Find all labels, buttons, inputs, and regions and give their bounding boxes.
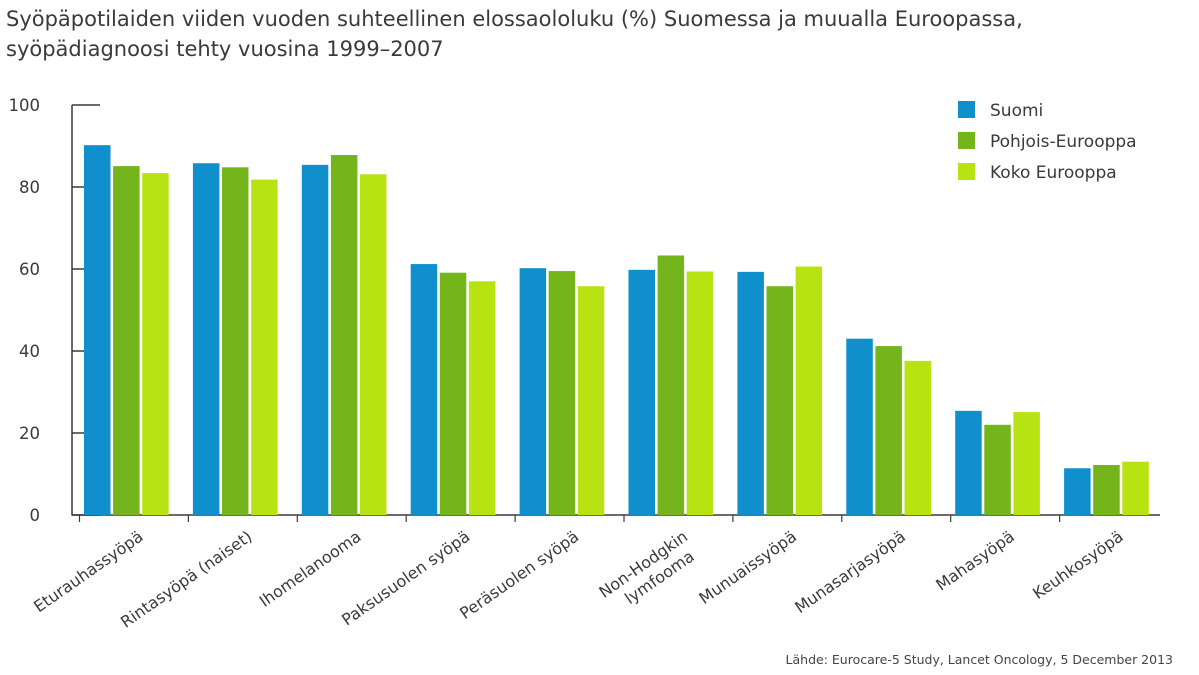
bar	[468, 281, 496, 515]
bar	[251, 179, 278, 515]
bar	[1093, 464, 1120, 515]
y-tick-label: 80	[19, 178, 40, 197]
y-tick-label: 40	[19, 342, 40, 361]
chart-title-line-1: Syöpäpotilaiden viiden vuoden suhteellin…	[6, 7, 1023, 31]
bar	[301, 164, 329, 516]
bar	[548, 271, 576, 515]
legend-label: Pohjois-Eurooppa	[990, 132, 1137, 152]
bar	[737, 271, 764, 515]
x-tick-label: Ihomelanooma	[256, 527, 365, 611]
y-tick-label: 0	[30, 506, 41, 525]
bar	[795, 266, 823, 515]
legend-swatch	[958, 163, 975, 180]
x-tick-label: Keuhkosyöpä	[1029, 527, 1127, 603]
bar	[439, 272, 467, 515]
x-tick-label-line: Munuaissyöpä	[695, 527, 800, 608]
bar	[657, 255, 685, 515]
x-tick-label: Non-Hodgkinlymfooma	[595, 527, 702, 618]
bar	[577, 286, 605, 515]
legend-swatch	[958, 101, 975, 118]
y-tick-label: 20	[19, 424, 40, 443]
legend-swatch	[958, 132, 975, 149]
bar	[766, 286, 793, 515]
y-tick-label: 60	[19, 260, 40, 279]
bar	[192, 163, 220, 515]
bar	[84, 145, 111, 515]
bar	[1013, 412, 1040, 515]
bar	[410, 264, 438, 515]
bar	[113, 166, 140, 515]
bar	[519, 268, 547, 515]
x-tick-label-line: Mahasyöpä	[932, 527, 1018, 595]
y-tick-label: 100	[9, 96, 41, 115]
x-tick-label-line: Eturauhassyöpä	[30, 527, 146, 616]
chart-title: Syöpäpotilaiden viiden vuoden suhteellin…	[6, 4, 1196, 64]
bar	[955, 410, 982, 515]
x-tick-label: Eturauhassyöpä	[30, 527, 146, 616]
chart-title-line-2: syöpädiagnoosi tehty vuosina 1999–2007	[6, 37, 444, 61]
bar	[846, 338, 873, 515]
bar	[1064, 468, 1091, 515]
bar	[142, 173, 169, 515]
x-tick-label-line: Keuhkosyöpä	[1029, 527, 1127, 603]
x-tick-label-line: Ihomelanooma	[256, 527, 365, 611]
legend-label: Koko Eurooppa	[990, 163, 1117, 183]
legend-label: Suomi	[990, 101, 1043, 121]
bar	[330, 155, 358, 515]
bar	[222, 167, 249, 515]
x-tick-label: Munuaissyöpä	[695, 527, 800, 608]
bar	[1122, 461, 1149, 515]
x-tick-label-line: Peräsuolen syöpä	[456, 527, 582, 623]
bar	[360, 174, 387, 516]
bar	[628, 269, 655, 515]
x-tick-label: Peräsuolen syöpä	[456, 527, 582, 623]
bar	[984, 424, 1011, 515]
source-note: Lähde: Eurocare-5 Study, Lancet Oncology…	[785, 652, 1173, 667]
bar	[686, 271, 714, 515]
x-tick-label: Munasarjasyöpä	[791, 527, 909, 617]
bar	[875, 346, 902, 515]
bar	[904, 360, 931, 515]
x-tick-label-line: Munasarjasyöpä	[791, 527, 909, 617]
x-tick-label: Mahasyöpä	[932, 527, 1018, 595]
